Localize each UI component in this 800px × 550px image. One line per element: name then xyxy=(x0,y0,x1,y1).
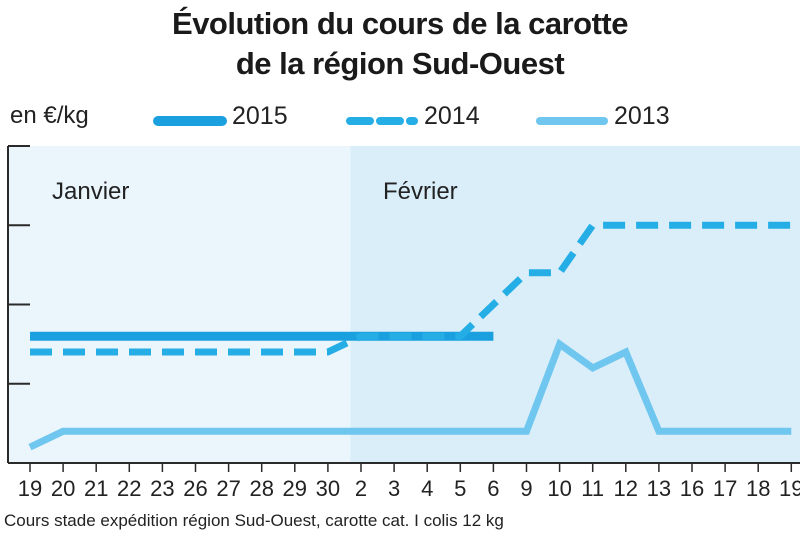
month-band-janvier xyxy=(8,146,351,463)
x-tick-label-20: 16 xyxy=(680,476,704,501)
x-tick-label-23: 19 xyxy=(779,476,800,501)
x-tick-label-1: 20 xyxy=(51,476,75,501)
x-tick-label-15: 9 xyxy=(520,476,532,501)
legend-label-2013: 2013 xyxy=(614,102,670,130)
chart-title-line1: Évolution du cours de la carotte xyxy=(172,6,628,41)
x-tick-label-21: 17 xyxy=(713,476,737,501)
x-tick-label-10: 2 xyxy=(355,476,367,501)
x-tick-label-3: 22 xyxy=(117,476,141,501)
x-tick-label-22: 18 xyxy=(746,476,770,501)
month-label-1: Février xyxy=(383,178,458,205)
x-tick-label-8: 29 xyxy=(283,476,307,501)
x-tick-label-16: 10 xyxy=(547,476,571,501)
series-line-2013 xyxy=(28,338,792,451)
x-tick-label-14: 6 xyxy=(487,476,499,501)
chart-title-line2: de la région Sud-Ouest xyxy=(235,46,565,81)
x-tick-label-5: 26 xyxy=(183,476,207,501)
y-unit-label: en €/kg xyxy=(10,102,89,129)
x-tick-label-13: 5 xyxy=(454,476,466,501)
legend-label-2015: 2015 xyxy=(232,102,288,130)
x-tick-label-12: 4 xyxy=(421,476,433,501)
x-tick-label-0: 19 xyxy=(18,476,42,501)
x-tick-label-17: 11 xyxy=(581,476,604,501)
x-tick-label-9: 30 xyxy=(316,476,340,501)
x-tick-label-7: 28 xyxy=(249,476,273,501)
x-tick-label-2: 21 xyxy=(84,476,108,501)
x-tick-label-11: 3 xyxy=(388,476,400,501)
legend-label-2014: 2014 xyxy=(424,102,480,130)
series-line-2014 xyxy=(30,221,792,356)
month-label-0: Janvier xyxy=(52,178,129,205)
x-tick-label-6: 27 xyxy=(216,476,240,501)
month-band-fevrier xyxy=(350,146,800,463)
x-tick-label-19: 13 xyxy=(647,476,671,501)
source-note: Cours stade expédition région Sud-Ouest,… xyxy=(4,511,504,530)
chart-title: Évolution du cours de la carotte de la r… xyxy=(0,4,800,84)
x-tick-label-4: 23 xyxy=(150,476,174,501)
x-tick-label-18: 12 xyxy=(614,476,638,501)
